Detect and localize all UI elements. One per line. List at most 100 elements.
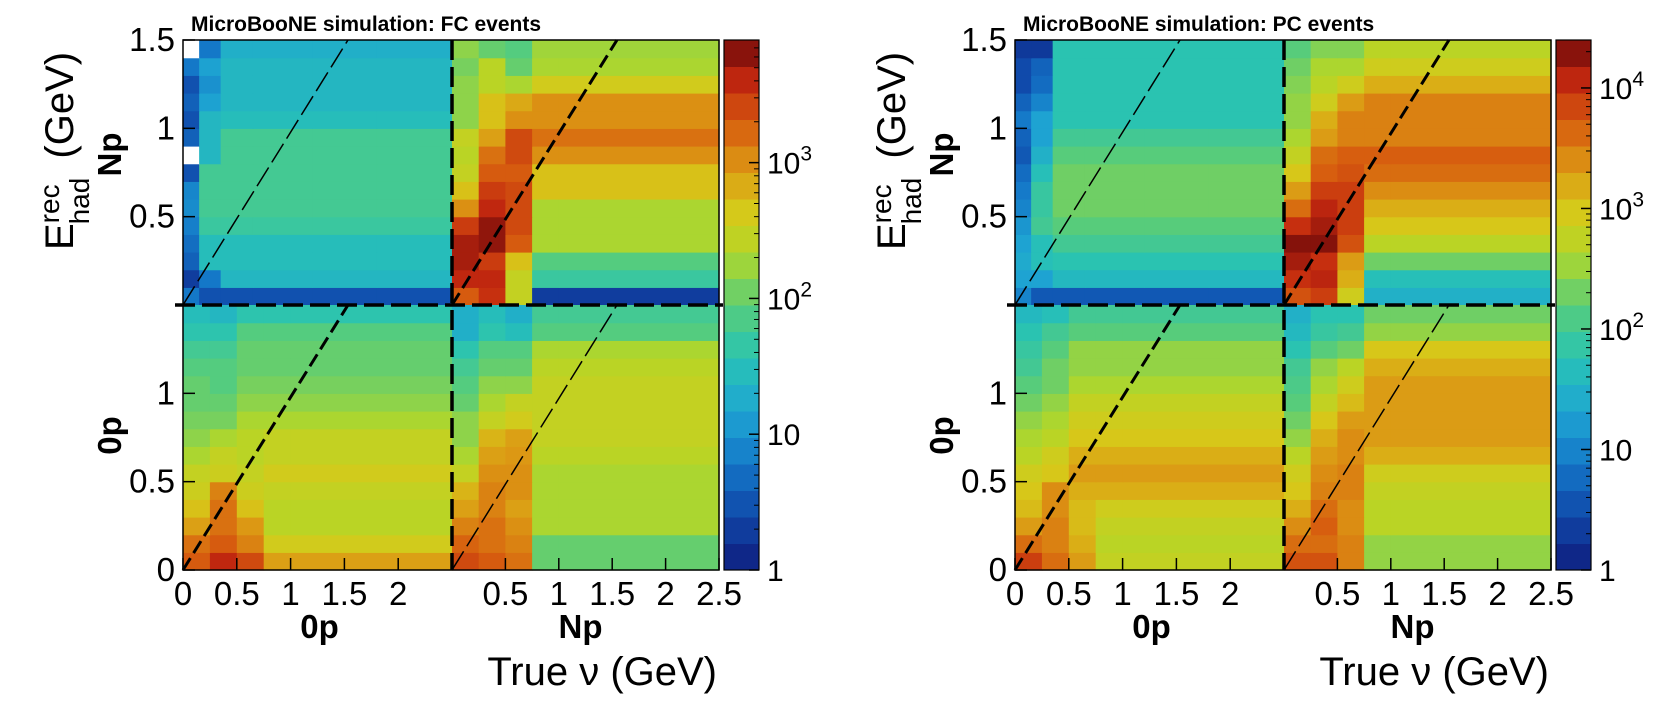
heatmap-cell <box>452 499 480 518</box>
colorbar-swatch <box>724 199 759 226</box>
heatmap-cell <box>199 287 222 306</box>
colorbar-swatch <box>1556 172 1591 200</box>
heatmap-cell <box>1015 181 1032 200</box>
heatmap-cell <box>252 146 313 165</box>
heatmap-cell <box>1208 199 1285 218</box>
block-Np_to_0p <box>1284 305 1552 571</box>
heatmap-cell <box>1364 534 1392 553</box>
heatmap-cell <box>1208 40 1285 59</box>
heatmap-cell <box>236 322 265 341</box>
heatmap-cell <box>252 252 313 271</box>
heatmap-cell <box>183 534 211 553</box>
colorbar-swatch <box>1556 252 1591 279</box>
heatmap-cell <box>1068 322 1097 341</box>
heatmap-cell <box>1310 269 1338 288</box>
heatmap-cell <box>1337 464 1365 483</box>
heatmap-cell <box>312 93 378 112</box>
heatmap-cell <box>183 446 211 465</box>
heatmap-cell <box>263 305 292 324</box>
heatmap-cell <box>1364 146 1392 165</box>
heatmap-cell <box>1095 375 1124 394</box>
heatmap-cell <box>1068 428 1097 447</box>
heatmap-cell <box>263 481 292 500</box>
heatmap-cell <box>220 40 254 59</box>
colorbar-swatch <box>724 437 759 465</box>
heatmap-cell <box>478 287 506 306</box>
heatmap-cell <box>1310 411 1338 430</box>
heatmap-cell <box>1284 322 1312 341</box>
heatmap-cell <box>220 269 254 288</box>
heatmap-cell <box>478 269 506 288</box>
heatmap-cell <box>1337 216 1365 235</box>
colorbar-swatch <box>1556 305 1591 332</box>
heatmap-cell <box>252 287 313 306</box>
heatmap-cell <box>1068 534 1097 553</box>
colorbar-swatch <box>1556 543 1591 571</box>
heatmap-cell <box>1015 464 1043 483</box>
x-tick-label: 2 <box>389 575 407 612</box>
heatmap-cell <box>1208 75 1285 94</box>
heatmap-cell <box>505 40 533 59</box>
heatmap-cell <box>376 199 453 218</box>
heatmap-cell <box>376 110 453 129</box>
heatmap-cell <box>1284 269 1312 288</box>
heatmap-cell <box>532 287 560 306</box>
x-tick-label: 0.5 <box>1046 575 1092 612</box>
heatmap-cell <box>478 234 506 253</box>
heatmap-cell <box>1337 517 1365 536</box>
colorbar-swatch <box>724 543 759 571</box>
x-tick-label: 0 <box>1006 575 1024 612</box>
heatmap-cell <box>532 93 560 112</box>
heatmap-cell <box>558 322 720 341</box>
heatmap-cell <box>452 128 480 147</box>
heatmap-cell <box>1284 40 1312 59</box>
heatmap-cell <box>558 234 720 253</box>
heatmap-cell <box>1310 499 1338 518</box>
heatmap-cell <box>236 499 265 518</box>
x-tick-label: 2 <box>1221 575 1239 612</box>
heatmap-cell <box>220 234 254 253</box>
heatmap-cell <box>252 234 313 253</box>
x-axis-title: True ν (GeV) <box>1319 650 1549 694</box>
heatmap-cell <box>1390 40 1552 59</box>
heatmap-cell <box>1364 199 1392 218</box>
heatmap-cell <box>290 517 453 536</box>
heatmap-cell <box>1310 446 1338 465</box>
colorbar-tick-label: 10 <box>767 419 800 452</box>
heatmap-cell <box>1015 375 1043 394</box>
colorbar-swatch <box>724 172 759 200</box>
heatmap-cell <box>1337 411 1365 430</box>
heatmap-cell <box>1337 499 1365 518</box>
heatmap-cell <box>1052 110 1086 129</box>
heatmap-cell <box>209 340 238 359</box>
heatmap-cell <box>1284 534 1312 553</box>
heatmap-cell <box>1084 40 1145 59</box>
colorbar-swatch <box>1556 278 1591 306</box>
heatmap-cell <box>505 216 533 235</box>
heatmap-cell <box>1122 340 1285 359</box>
heatmap-cell <box>1031 199 1054 218</box>
colorbar-swatch <box>724 331 759 359</box>
heatmap-cell <box>220 110 254 129</box>
heatmap-cell <box>290 534 453 553</box>
heatmap-cell <box>1390 446 1552 465</box>
heatmap-cell <box>1390 110 1552 129</box>
heatmap-cell <box>1068 340 1097 359</box>
heatmap-cell <box>1284 93 1312 112</box>
heatmap-cell <box>1208 163 1285 182</box>
heatmap-cell <box>290 340 453 359</box>
heatmap-cell <box>452 146 480 165</box>
heatmap-cell <box>1041 393 1070 412</box>
heatmap-cell <box>312 269 378 288</box>
heatmap-cell <box>236 464 265 483</box>
x-tick-label: 1 <box>1382 575 1400 612</box>
heatmap-cell <box>478 322 506 341</box>
heatmap-cell <box>1144 269 1210 288</box>
heatmap-cell <box>1284 358 1312 377</box>
heatmap-cell <box>1095 499 1124 518</box>
heatmap-cell <box>1310 375 1338 394</box>
heatmap-cell <box>1208 216 1285 235</box>
heatmap-cell <box>1284 199 1312 218</box>
heatmap-cell <box>183 199 200 218</box>
